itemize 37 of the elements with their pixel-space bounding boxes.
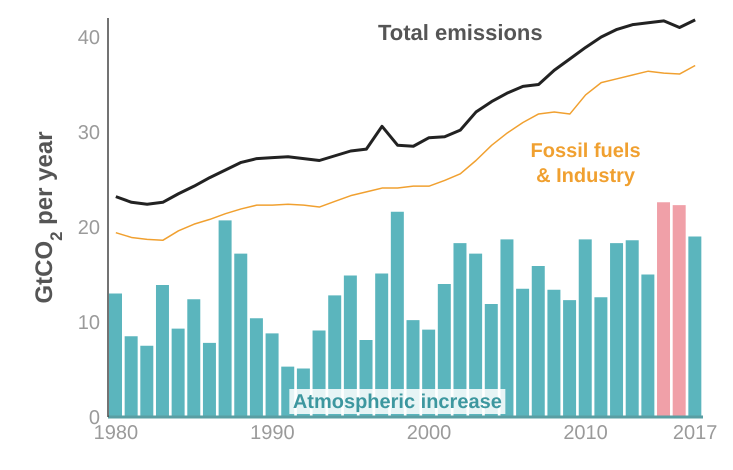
x-tick-label: 1990 — [250, 422, 295, 444]
bar — [657, 202, 670, 417]
bar — [516, 288, 530, 417]
line-series — [114, 18, 697, 206]
y-tick-label: 20 — [78, 217, 100, 240]
bar — [500, 239, 514, 417]
bar — [641, 274, 654, 417]
x-tick-label: 2017 — [672, 422, 718, 444]
bar — [187, 299, 200, 417]
bar — [532, 266, 545, 417]
x-tick-label: 2010 — [563, 422, 608, 444]
bar — [234, 254, 248, 417]
y-tick-label: 40 — [78, 27, 100, 50]
bar — [156, 284, 169, 417]
bar — [218, 220, 232, 417]
bar — [202, 342, 216, 417]
bar — [563, 300, 576, 417]
bar — [124, 336, 138, 417]
series-label: Fossil fuels & Industry — [530, 140, 641, 187]
bar — [547, 290, 560, 417]
bar — [578, 239, 592, 417]
bar — [626, 240, 639, 417]
y-tick-label: 30 — [78, 122, 100, 144]
bar — [140, 346, 154, 417]
bar — [109, 294, 122, 417]
series-label: Atmospheric increase — [292, 391, 502, 413]
bar — [672, 205, 686, 417]
series-label: Total emissions — [378, 20, 543, 46]
bar — [594, 297, 608, 417]
y-tick-label: 10 — [78, 312, 100, 334]
bar — [688, 236, 702, 417]
bar — [172, 328, 185, 417]
bar — [266, 333, 279, 417]
bar — [610, 243, 624, 417]
x-tick-label: 2000 — [406, 422, 452, 444]
bar — [250, 318, 263, 417]
line-series — [115, 64, 696, 242]
